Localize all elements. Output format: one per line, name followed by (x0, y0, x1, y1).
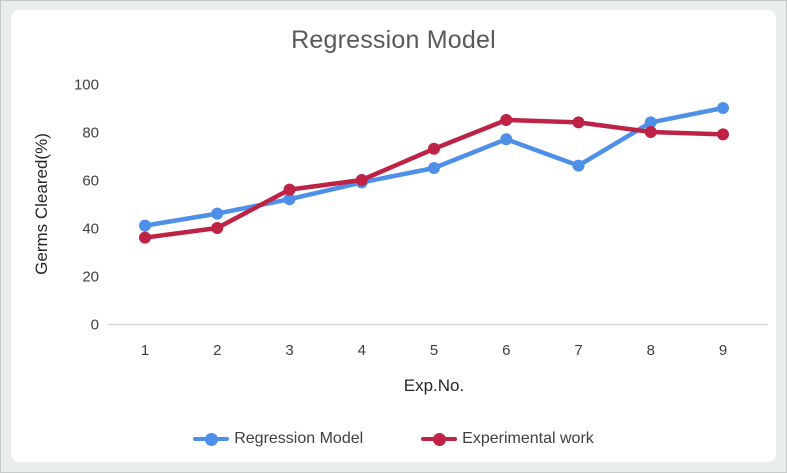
data-point-1-7 (644, 126, 657, 138)
legend-item-0: Regression Model (193, 430, 363, 448)
data-point-1-5 (500, 114, 513, 126)
data-point-1-6 (572, 116, 585, 129)
x-tick-label: 4 (358, 342, 366, 359)
y-tick-label: 100 (74, 77, 99, 94)
chart-title: Regression Model (291, 26, 496, 54)
x-tick-label: 1 (141, 342, 149, 359)
data-point-0-2 (283, 193, 296, 206)
data-point-0-0 (139, 219, 151, 232)
data-point-1-8 (717, 128, 729, 141)
series-line-1 (142, 117, 726, 240)
data-point-1-4 (428, 142, 440, 155)
data-point-0-8 (717, 102, 729, 114)
y-tick-label: 20 (82, 269, 99, 286)
chart-legend: Regression Model Experimental work (11, 430, 776, 448)
data-point-0-1 (211, 207, 224, 220)
data-point-1-3 (355, 174, 368, 186)
x-tick-label: 2 (213, 342, 221, 359)
data-point-0-5 (500, 133, 513, 146)
legend-item-1: Experimental work (421, 430, 594, 448)
x-axis-title: Exp.No. (404, 376, 464, 395)
data-point-0-4 (428, 162, 440, 174)
x-tick-label: 5 (430, 342, 438, 359)
y-axis-title: Germs Cleared(%) (32, 133, 51, 275)
legend-line-marker-icon (193, 432, 230, 446)
y-tick-label: 60 (82, 173, 99, 190)
data-point-1-0 (139, 231, 151, 244)
x-tick-label: 7 (574, 342, 582, 359)
y-tick-label: 80 (82, 125, 99, 142)
x-tick-label: 6 (502, 342, 510, 359)
y-tick-label: 0 (91, 317, 99, 334)
data-point-0-7 (644, 116, 657, 129)
legend-line-marker-icon (421, 432, 458, 446)
legend-label: Regression Model (234, 430, 364, 447)
x-tick-label: 8 (647, 342, 655, 359)
x-tick-label: 3 (285, 342, 293, 359)
x-tick-label: 9 (719, 342, 727, 359)
line-chart-svg: 0 20 40 60 80 100 1 2 3 4 5 6 7 8 9 Exp.No. Germs Cleare… (32, 77, 768, 395)
legend-label: Experimental work (462, 430, 594, 447)
data-point-1-1 (211, 222, 224, 234)
data-point-0-6 (572, 159, 585, 172)
chart-panel: Regression Model 0 20 40 60 80 100 1 2 3 4 5 6 7 8 9 Ex… (11, 10, 776, 462)
data-point-1-2 (283, 183, 296, 196)
y-tick-label: 40 (82, 221, 99, 238)
